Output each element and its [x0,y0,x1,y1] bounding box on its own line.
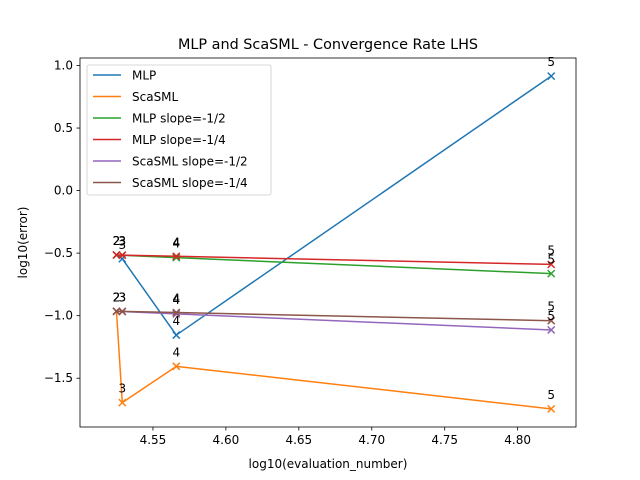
x-tick-label: 4.55 [140,433,167,447]
y-tick-label: −1.5 [44,371,73,385]
data-point-mlp-slope-1-4-2 [172,252,181,261]
point-label-mlp-slope-1-2-0: 2 [113,234,121,248]
chart-title: MLP and ScaSML - Convergence Rate LHS [178,37,478,53]
point-label-scasml-2: 4 [172,345,180,359]
y-tick-label: 1.0 [54,59,73,73]
data-point-scasml-slope-1-4-1 [118,307,127,316]
series-scasml-slope-1-4 [112,307,556,325]
data-point-scasml-3 [547,404,556,413]
point-label-scasml-3: 5 [547,388,555,402]
point-label-scasml-slope-1-4-1: 3 [118,290,126,304]
x-tick-label: 4.70 [358,433,385,447]
data-point-mlp-3 [547,72,556,81]
data-point-scasml-slope-1-2-3 [547,325,556,334]
legend-label-mlp: MLP [132,68,156,82]
point-label-mlp-slope-1-2-1: 3 [118,234,126,248]
point-label-mlp-3: 5 [547,55,555,69]
series-line-mlp-slope-1-4 [115,254,552,266]
data-point-mlp-slope-1-2-2 [172,253,181,262]
data-point-scasml-slope-1-4-3 [547,316,556,325]
point-label-scasml-slope-1-4-0: 2 [113,290,121,304]
x-tick-label: 4.80 [504,433,531,447]
legend: MLP ScaSML MLP slope=-1/2 MLP slope=-1/4 Sca… [86,64,272,196]
point-label-mlp-2: 4 [172,314,180,328]
point-label-scasml-slope-1-2-3: 5 [547,309,555,323]
point-label-mlp-0: 2 [113,234,121,248]
plot-area-frame [79,57,577,428]
point-label-mlp-slope-1-4-3: 5 [547,243,555,257]
x-tick-label: 4.75 [431,433,458,447]
series-line-scasml-slope-1-4 [115,310,552,322]
data-point-scasml-slope-1-4-2 [172,308,181,317]
legend-label-scasml-slope-1-2: ScaSML slope=-1/2 [132,154,248,168]
legend-label-scasml-slope-1-4: ScaSML slope=-1/4 [132,176,248,190]
data-point-scasml-1 [118,398,127,407]
legend-frame [86,64,272,196]
x-tick-label: 4.65 [285,433,312,447]
x-axis-label: log10(evaluation_number) [249,457,408,471]
point-label-mlp-slope-1-2-2: 4 [172,237,180,251]
series-layer [112,72,556,413]
data-point-mlp-slope-1-4-1 [118,251,127,260]
legend-label-scasml: ScaSML [132,90,179,104]
series-line-scasml [115,310,553,410]
y-tick-label: 0.5 [54,121,73,135]
point-label-scasml-slope-1-4-3: 5 [547,300,555,314]
point-label-mlp-slope-1-4-0: 2 [113,234,121,248]
data-point-scasml-slope-1-2-2 [172,309,181,318]
y-axis-ticks: −1.5 −1.0 −0.5 0.0 0.5 1.0 [44,59,80,385]
y-tick-label: −0.5 [44,246,73,260]
point-label-mlp-1: 3 [118,238,126,252]
y-tick-label: −1.0 [44,309,73,323]
data-point-mlp-slope-1-4-3 [547,260,556,269]
legend-label-mlp-slope-1-2: MLP slope=-1/2 [132,111,226,125]
point-label-mlp-slope-1-2-3: 5 [547,253,555,267]
point-label-scasml-slope-1-2-0: 2 [113,290,121,304]
point-label-scasml-slope-1-2-2: 4 [172,293,180,307]
point-label-mlp-slope-1-4-2: 4 [172,235,180,249]
point-label-scasml-slope-1-2-1: 3 [118,291,126,305]
data-point-mlp-slope-1-2-3 [547,269,556,278]
x-tick-label: 4.60 [213,433,240,447]
y-tick-label: 0.0 [54,184,73,198]
y-axis-label: log10(error) [16,207,30,279]
point-label-mlp-slope-1-4-1: 3 [118,234,126,248]
legend-label-mlp-slope-1-4: MLP slope=-1/4 [132,133,226,147]
data-point-mlp-2 [172,331,181,340]
data-point-scasml-2 [172,362,181,371]
x-axis-ticks: 4.55 4.60 4.65 4.70 4.75 4.80 [140,427,531,447]
point-label-scasml-1: 3 [118,382,126,396]
point-label-scasml-slope-1-4-2: 4 [172,292,180,306]
series-mlp-slope-1-4 [112,250,556,269]
point-label-scasml-0: 2 [113,290,121,304]
